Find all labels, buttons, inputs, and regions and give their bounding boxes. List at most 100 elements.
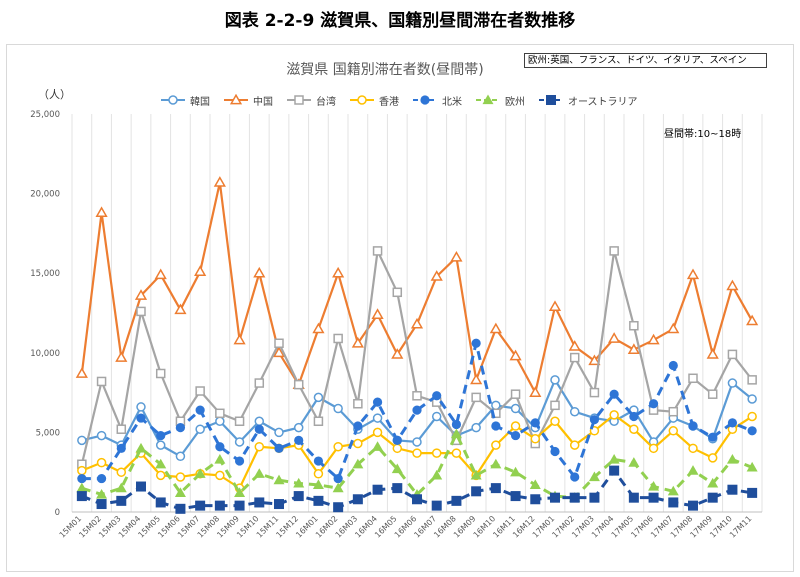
data-point [372, 427, 383, 438]
data-point [589, 415, 600, 425]
legend-marker [546, 95, 556, 105]
data-point [352, 458, 364, 469]
data-point [293, 379, 304, 390]
legend-item: オーストラリア [538, 92, 638, 108]
data-point [254, 497, 265, 508]
data-point [372, 484, 383, 495]
data-point [628, 457, 640, 467]
data-point [274, 499, 284, 510]
legend-swatch [224, 94, 248, 105]
data-point [77, 435, 87, 446]
data-point [707, 492, 718, 503]
data-point [115, 482, 127, 493]
data-point [353, 421, 363, 431]
data-point [215, 470, 225, 481]
data-point [333, 502, 344, 513]
series-2 [75, 176, 759, 397]
region-note: 欧州:英国、フランス、ドイツ、イタリア、スペイン [524, 53, 767, 68]
data-point [410, 317, 424, 329]
data-point [96, 430, 107, 441]
data-point [450, 250, 463, 262]
data-point [372, 413, 383, 423]
data-point [608, 453, 620, 464]
legend-item: 台湾 [286, 92, 336, 108]
data-point [154, 268, 167, 280]
data-point [589, 492, 600, 503]
data-point [746, 314, 759, 326]
data-point [96, 473, 107, 484]
data-point [95, 206, 108, 218]
data-point [412, 448, 422, 458]
data-point [629, 411, 639, 422]
data-point [351, 336, 364, 348]
legend-item: 欧州 [475, 92, 525, 108]
data-point [253, 468, 265, 478]
data-point [155, 470, 166, 481]
data-point [96, 376, 107, 387]
data-point [412, 391, 422, 401]
data-point [707, 453, 718, 463]
data-point [490, 458, 502, 469]
legend-label: 香港 [379, 96, 399, 108]
data-point [629, 320, 639, 331]
data-point [174, 487, 186, 498]
y-tick-label: 10,000 [30, 349, 60, 359]
y-tick-label: 5,000 [36, 428, 60, 438]
data-point [412, 494, 422, 505]
legend-label: オーストラリア [568, 96, 638, 108]
data-point [274, 338, 284, 348]
data-point [432, 391, 442, 401]
data-point [550, 492, 560, 503]
data-point [726, 453, 738, 464]
legend-marker [420, 95, 430, 105]
data-point [510, 466, 522, 477]
data-point [352, 494, 363, 505]
data-point [688, 500, 698, 511]
data-point [175, 472, 186, 482]
data-point [353, 438, 363, 449]
legend-item: 香港 [349, 92, 399, 108]
data-point [392, 435, 402, 445]
chart-legend: 韓国 中国 台湾 香港 北米 欧州 オーストラリア [160, 92, 638, 108]
series-line [81, 341, 753, 481]
data-point [116, 424, 127, 434]
data-point [372, 246, 383, 256]
data-point [116, 443, 126, 453]
data-point [96, 457, 107, 468]
data-point [293, 477, 305, 488]
legend-marker [168, 95, 178, 105]
data-point [215, 408, 225, 419]
data-point [135, 442, 147, 453]
data-point [647, 333, 660, 345]
series-7 [76, 465, 758, 514]
data-point [313, 392, 324, 403]
data-point [550, 416, 560, 427]
data-point [530, 494, 541, 505]
data-point [175, 451, 186, 462]
data-point [747, 487, 758, 498]
data-point [548, 300, 562, 311]
data-point [234, 437, 245, 447]
data-point [491, 400, 501, 411]
legend-marker [294, 95, 304, 105]
y-tick-label: 25,000 [30, 110, 60, 120]
data-point [77, 465, 87, 476]
data-point [530, 418, 540, 428]
data-point [155, 497, 166, 508]
data-point [391, 463, 403, 474]
legend-marker [229, 94, 243, 105]
data-point [215, 416, 225, 427]
data-point [609, 389, 619, 399]
data-point [747, 394, 757, 404]
data-point [195, 500, 206, 511]
data-point [550, 400, 560, 411]
data-point [234, 456, 245, 466]
data-point [195, 405, 205, 415]
data-point [76, 482, 88, 493]
data-point [707, 389, 718, 399]
data-point [234, 416, 245, 427]
data-point [450, 428, 462, 439]
legend-label: 中国 [253, 96, 273, 108]
data-point [194, 468, 206, 478]
